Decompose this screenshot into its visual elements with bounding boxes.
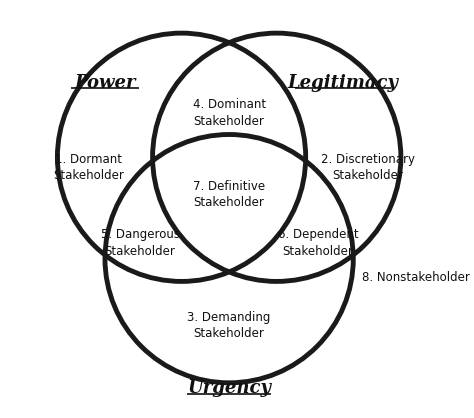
Text: Urgency: Urgency [187,379,271,397]
Text: Legitimacy: Legitimacy [287,74,399,92]
Text: 8. Nonstakeholder: 8. Nonstakeholder [362,271,470,284]
Text: 3. Demanding
Stakeholder: 3. Demanding Stakeholder [187,311,271,340]
Text: 2. Discretionary
Stakeholder: 2. Discretionary Stakeholder [321,153,415,182]
Text: 4. Dominant
Stakeholder: 4. Dominant Stakeholder [192,98,266,128]
Text: 1. Dormant
Stakeholder: 1. Dormant Stakeholder [53,153,124,182]
Text: 6. Dependent
Stakeholder: 6. Dependent Stakeholder [278,228,358,257]
Text: 7. Definitive
Stakeholder: 7. Definitive Stakeholder [193,180,265,209]
Text: 5. Dangerous
Stakeholder: 5. Dangerous Stakeholder [100,228,180,257]
Text: Power: Power [74,74,136,92]
